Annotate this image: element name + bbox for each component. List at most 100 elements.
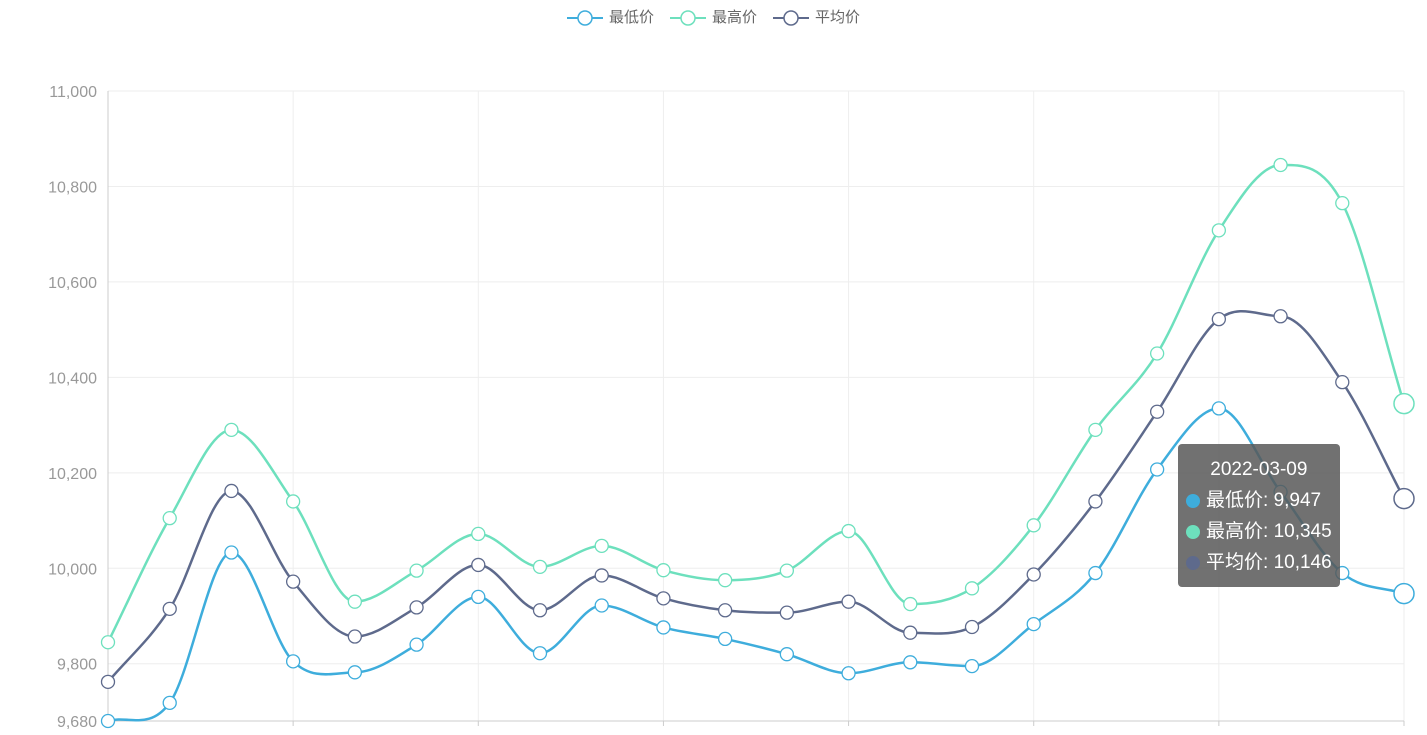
data-point-min[interactable] [717, 631, 733, 647]
data-point-max[interactable] [1088, 422, 1103, 438]
data-point-max[interactable] [1393, 392, 1415, 415]
circle-line-icon [566, 10, 603, 26]
y-axis-tick-labels: 11,000 10,800 10,600 10,400 10,200 10,000 9,80… [48, 84, 97, 731]
tooltip-row-label: 最高价 [1206, 521, 1264, 542]
data-point-avg[interactable] [162, 601, 177, 616]
y-tick-label: 11,000 [49, 84, 97, 101]
data-point-avg[interactable] [841, 594, 856, 609]
data-point-max[interactable] [656, 563, 671, 578]
data-point-avg[interactable] [656, 591, 671, 606]
data-point-avg[interactable] [594, 568, 609, 583]
data-point-max[interactable] [1335, 196, 1350, 211]
data-point-min[interactable] [347, 665, 363, 680]
data-point-avg[interactable] [779, 605, 795, 620]
data-point-avg[interactable] [903, 625, 918, 640]
data-point-max[interactable] [779, 563, 795, 578]
data-point-avg[interactable] [409, 600, 424, 615]
data-point-min[interactable] [903, 655, 918, 670]
data-point-max[interactable] [1149, 346, 1165, 361]
data-point-min[interactable] [1393, 582, 1415, 605]
legend-item-min[interactable]: 最低价 [566, 6, 654, 30]
series-lines [106, 163, 1406, 723]
data-point-avg[interactable] [1026, 567, 1041, 582]
data-point-min[interactable] [779, 647, 795, 662]
tooltip-row-label: 平均价 [1206, 552, 1264, 573]
data-point-min[interactable] [1149, 462, 1165, 477]
data-point-min[interactable] [1088, 565, 1103, 581]
data-point-min[interactable] [1211, 401, 1227, 416]
data-point-avg[interactable] [1335, 374, 1350, 390]
series-points[interactable] [100, 157, 1415, 729]
y-tick-label: 10,400 [48, 370, 97, 387]
data-point-max[interactable] [841, 523, 856, 539]
data-point-avg[interactable] [100, 674, 116, 690]
data-point-max[interactable] [594, 538, 609, 553]
data-point-max[interactable] [532, 559, 548, 574]
data-point-max[interactable] [224, 422, 239, 438]
y-tick-label: 9,800 [57, 657, 97, 674]
data-point-min[interactable] [964, 658, 980, 674]
data-point-min[interactable] [471, 589, 486, 605]
grid-lines [108, 90, 1405, 721]
data-point-avg[interactable] [1273, 309, 1288, 324]
data-point-avg[interactable] [285, 574, 301, 589]
data-point-avg[interactable] [471, 557, 486, 573]
series-dot-icon [1186, 524, 1200, 539]
data-point-max[interactable] [1211, 223, 1227, 238]
legend-label: 平均价 [815, 9, 861, 26]
data-point-avg[interactable] [532, 603, 548, 618]
data-point-min[interactable] [285, 654, 301, 669]
tooltip-row-value: 9,947 [1273, 490, 1322, 511]
data-point-max[interactable] [903, 596, 918, 612]
data-point-min[interactable] [162, 695, 177, 711]
tooltip-row-value: 10,146 [1273, 552, 1332, 573]
data-point-avg[interactable] [717, 603, 733, 618]
data-point-min[interactable] [594, 598, 609, 613]
tooltip-row-min: 最低价: 9,947 [1186, 485, 1332, 516]
data-point-avg[interactable] [964, 619, 980, 635]
data-point-max[interactable] [1026, 518, 1041, 533]
circle-line-icon [773, 10, 809, 26]
data-point-max[interactable] [285, 494, 301, 509]
data-point-min[interactable] [1026, 616, 1041, 632]
tooltip-row-avg: 平均价: 10,146 [1186, 547, 1332, 578]
data-point-avg[interactable] [1393, 487, 1415, 510]
legend-item-avg[interactable]: 平均价 [773, 6, 860, 30]
data-point-avg[interactable] [224, 483, 239, 499]
legend-label: 最高价 [711, 9, 757, 26]
circle-line-icon [669, 10, 706, 26]
data-point-max[interactable] [717, 573, 733, 588]
tooltip-row-max: 最高价: 10,345 [1186, 516, 1332, 547]
data-point-max[interactable] [100, 635, 116, 650]
data-point-min[interactable] [224, 545, 239, 560]
legend-item-max[interactable]: 最高价 [669, 6, 757, 30]
data-point-max[interactable] [409, 563, 424, 578]
data-point-min[interactable] [841, 666, 856, 681]
data-point-max[interactable] [964, 581, 980, 596]
data-point-min[interactable] [532, 646, 548, 661]
data-point-avg[interactable] [347, 629, 363, 644]
chart-legend: 最低价 最高价 平均价 [0, 6, 1427, 30]
data-point-avg[interactable] [1088, 494, 1103, 509]
data-point-min[interactable] [100, 713, 116, 729]
series-dot-icon [1186, 555, 1200, 570]
data-point-max[interactable] [347, 594, 363, 609]
tooltip-title: 2022-03-09 [1210, 459, 1308, 480]
axes [107, 91, 1405, 726]
data-point-min[interactable] [409, 637, 424, 652]
tooltip-row-label: 最低价 [1206, 490, 1264, 511]
y-tick-label: 9,680 [57, 714, 97, 730]
series-dot-icon [1186, 493, 1200, 508]
tooltip-row-value: 10,345 [1273, 521, 1332, 542]
y-tick-label: 10,000 [48, 561, 97, 578]
data-point-max[interactable] [1273, 157, 1288, 173]
data-point-avg[interactable] [1211, 311, 1227, 327]
y-tick-label: 10,600 [48, 275, 97, 292]
data-point-avg[interactable] [1149, 404, 1165, 419]
data-point-min[interactable] [656, 620, 671, 635]
data-point-max[interactable] [471, 526, 486, 542]
y-tick-label: 10,800 [48, 179, 97, 196]
data-point-max[interactable] [162, 511, 177, 526]
